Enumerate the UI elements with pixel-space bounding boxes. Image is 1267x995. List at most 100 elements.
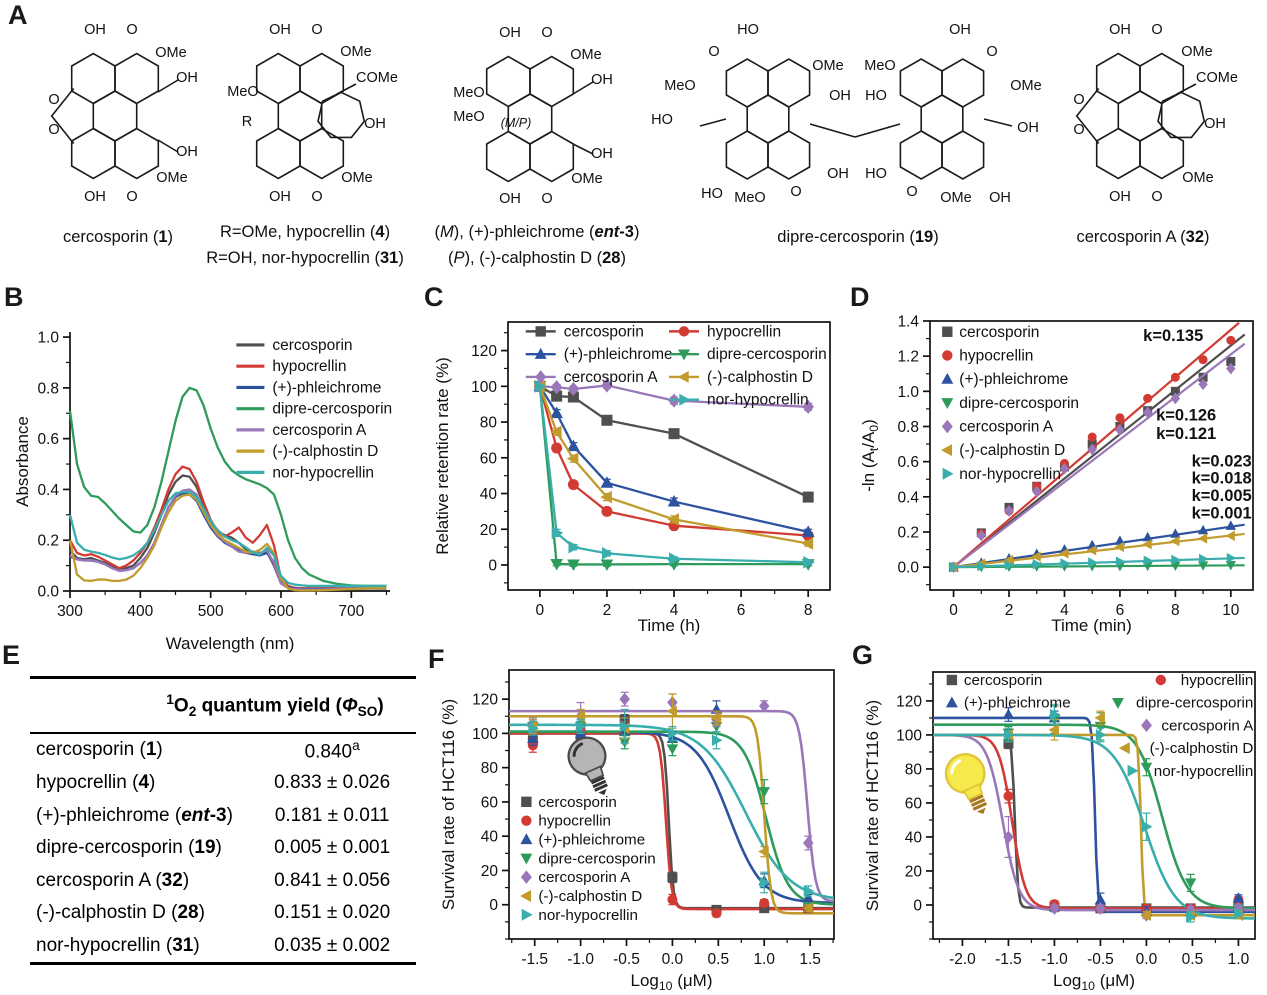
svg-text:400: 400 bbox=[127, 603, 153, 620]
compound-name: cercosporin (1) bbox=[36, 739, 163, 761]
substituent-label: OH bbox=[989, 190, 1011, 206]
substituent-label: OH bbox=[364, 116, 386, 132]
substituent-label: O bbox=[986, 44, 997, 60]
panel-label-f: F bbox=[428, 644, 445, 674]
svg-text:(-)-calphostin D: (-)-calphostin D bbox=[707, 369, 813, 386]
svg-text:10: 10 bbox=[1222, 602, 1240, 619]
svg-text:-1.5: -1.5 bbox=[995, 951, 1022, 968]
svg-text:300: 300 bbox=[57, 603, 83, 620]
structure-hypocrellin: OH O OMe COMe MeO R OH OMe OH O R=OMe, hypocrellin… bbox=[206, 22, 404, 267]
substituent-label: OH bbox=[84, 189, 106, 205]
svg-text:nor-hypocrellin: nor-hypocrellin bbox=[538, 907, 638, 924]
light-bulb-off-icon bbox=[567, 736, 608, 795]
quantum-yield-value: 0.005 ± 0.001 bbox=[274, 837, 391, 859]
panel-label-g: G bbox=[852, 640, 874, 670]
svg-text:60: 60 bbox=[481, 794, 499, 811]
panel-label-d: D bbox=[850, 282, 870, 312]
substituent-label: OH bbox=[84, 22, 106, 38]
svg-text:(M), (+)-phleichrome (ent-3): (M), (+)-phleichrome (ent-3) bbox=[435, 223, 640, 241]
singlet-oxygen-quantum-yield-table: 1O2 quantum yield (ΦSO) cercosporin (1) 0.… bbox=[30, 676, 416, 966]
substituent-label: COMe bbox=[356, 70, 398, 86]
compound-name: nor-hypocrellin (31) bbox=[36, 934, 200, 956]
svg-text:-0.5: -0.5 bbox=[613, 951, 640, 968]
substituent-label: O bbox=[126, 22, 137, 38]
substituent-label: O bbox=[541, 25, 552, 41]
svg-text:0: 0 bbox=[488, 557, 497, 574]
panel-label-a: A bbox=[8, 0, 28, 30]
substituent-label: HO bbox=[737, 22, 759, 38]
svg-text:60: 60 bbox=[480, 450, 498, 467]
svg-text:60: 60 bbox=[905, 795, 923, 812]
svg-text:nor-hypocrellin: nor-hypocrellin bbox=[707, 392, 809, 409]
substituent-label: O bbox=[708, 44, 719, 60]
svg-text:Log10 (μM): Log10 (μM) bbox=[1053, 971, 1135, 993]
svg-text:0.8: 0.8 bbox=[897, 419, 919, 436]
svg-text:(+)-phleichrome: (+)-phleichrome bbox=[959, 371, 1068, 388]
svg-text:(+)-phleichrome: (+)-phleichrome bbox=[272, 379, 381, 396]
svg-text:80: 80 bbox=[905, 761, 923, 778]
svg-text:-0.5: -0.5 bbox=[1087, 951, 1114, 968]
svg-text:6: 6 bbox=[1116, 602, 1125, 619]
svg-text:500: 500 bbox=[198, 603, 224, 620]
svg-text:1.0: 1.0 bbox=[897, 384, 919, 401]
svg-text:k=0.121: k=0.121 bbox=[1156, 425, 1216, 443]
substituent-label: MeO bbox=[864, 58, 895, 74]
compound-name: cercosporin A (32) bbox=[36, 869, 190, 891]
substituent-label: MeO bbox=[453, 109, 484, 125]
substituent-label: OMe bbox=[341, 170, 372, 186]
svg-text:120: 120 bbox=[896, 693, 922, 710]
svg-text:40: 40 bbox=[905, 829, 923, 846]
svg-text:0: 0 bbox=[536, 602, 545, 619]
quantum-yield-value: 0.841 ± 0.056 bbox=[274, 869, 391, 891]
table-row: dipre-cercosporin (19) 0.005 ± 0.001 bbox=[30, 832, 416, 865]
compound-name: hypocrellin (4) bbox=[36, 772, 156, 794]
table-row: (-)-calphostin D (28) 0.151 ± 0.020 bbox=[30, 897, 416, 930]
substituent-label: OMe bbox=[570, 47, 601, 63]
substituent-label: O bbox=[541, 191, 552, 207]
svg-text:80: 80 bbox=[480, 415, 498, 432]
substituent-label: HO bbox=[701, 186, 723, 202]
svg-text:nor-hypocrellin: nor-hypocrellin bbox=[959, 466, 1061, 483]
svg-text:0.4: 0.4 bbox=[897, 489, 919, 506]
svg-text:cercosporin (1): cercosporin (1) bbox=[63, 228, 173, 246]
substituent-label: OMe bbox=[940, 190, 971, 206]
svg-text:cercosporin: cercosporin bbox=[959, 324, 1039, 341]
substituent-label: O bbox=[48, 92, 59, 108]
svg-text:dipre-cercosporin: dipre-cercosporin bbox=[707, 346, 827, 363]
substituent-label: OH bbox=[269, 189, 291, 205]
table-row: hypocrellin (4) 0.833 ± 0.026 bbox=[30, 767, 416, 800]
substituent-label: OMe bbox=[156, 170, 187, 186]
svg-text:600: 600 bbox=[268, 603, 294, 620]
svg-text:0.6: 0.6 bbox=[37, 431, 59, 448]
svg-text:(-)-calphostin D: (-)-calphostin D bbox=[272, 443, 378, 460]
svg-text:cercosporin: cercosporin bbox=[538, 794, 617, 811]
svg-text:(+)-phleichrome: (+)-phleichrome bbox=[564, 346, 673, 363]
substituent-label: OH bbox=[1109, 22, 1131, 38]
svg-text:-1.0: -1.0 bbox=[1041, 951, 1068, 968]
svg-text:1.0: 1.0 bbox=[37, 330, 59, 347]
substituent-label: OMe bbox=[340, 44, 371, 60]
svg-text:120: 120 bbox=[472, 692, 498, 709]
svg-text:-1.0: -1.0 bbox=[567, 951, 594, 968]
svg-text:20: 20 bbox=[481, 863, 499, 880]
chart-dark-cytotoxicity: -1.5 -1.0 -0.5 0.0 0.5 1.0 1.5 0 20 40 60 80 100 120 L… bbox=[439, 669, 835, 993]
substituent-label: OH bbox=[591, 146, 613, 162]
svg-text:cercosporin A: cercosporin A bbox=[959, 418, 1054, 435]
svg-text:k=0.018: k=0.018 bbox=[1192, 470, 1252, 488]
svg-text:dipre-cercosporin: dipre-cercosporin bbox=[959, 395, 1079, 412]
substituent-label: O bbox=[126, 189, 137, 205]
svg-text:nor-hypocrellin: nor-hypocrellin bbox=[1154, 763, 1254, 780]
svg-text:0.2: 0.2 bbox=[37, 533, 59, 550]
svg-text:0: 0 bbox=[949, 602, 958, 619]
svg-text:0.0: 0.0 bbox=[37, 584, 59, 601]
svg-text:2: 2 bbox=[603, 602, 612, 619]
svg-text:0.5: 0.5 bbox=[1182, 951, 1204, 968]
svg-text:k=0.005: k=0.005 bbox=[1192, 487, 1252, 505]
svg-text:4: 4 bbox=[670, 602, 679, 619]
quantum-yield-value: 0.833 ± 0.026 bbox=[274, 772, 391, 794]
substituent-label: OMe bbox=[1181, 44, 1212, 60]
